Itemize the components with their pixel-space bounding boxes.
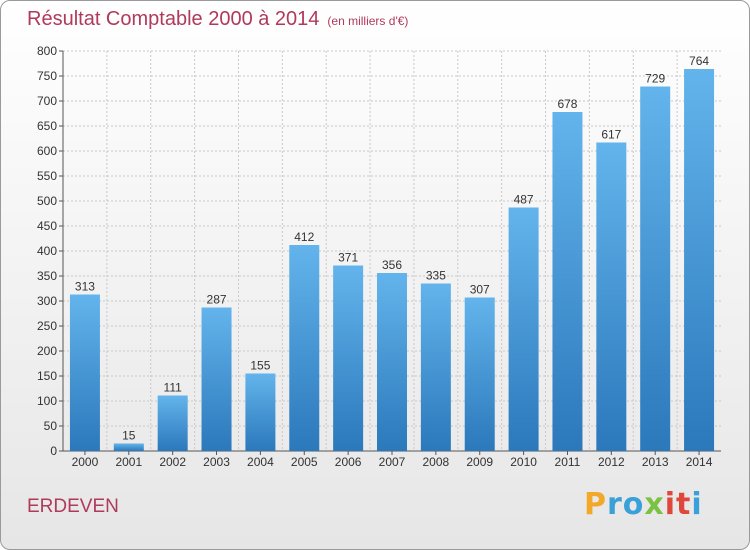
x-tick-label: 2002 xyxy=(159,455,186,469)
data-label: 287 xyxy=(207,293,227,307)
logo-letter: i xyxy=(691,487,703,522)
bar xyxy=(508,207,539,451)
x-tick-label: 2013 xyxy=(642,455,669,469)
data-label: 617 xyxy=(601,128,621,142)
data-label: 412 xyxy=(294,230,314,244)
chart-title: Résultat Comptable 2000 à 2014 (en millie… xyxy=(27,8,408,31)
data-label: 356 xyxy=(382,258,402,272)
y-tick-label: 650 xyxy=(37,119,57,133)
bars xyxy=(69,69,715,451)
data-label: 111 xyxy=(164,381,183,395)
x-tick-label: 2004 xyxy=(247,455,274,469)
y-tick-label: 800 xyxy=(37,44,57,58)
y-tick-label: 500 xyxy=(37,194,57,208)
x-tick-label: 2007 xyxy=(379,455,406,469)
bar xyxy=(69,294,100,451)
bar xyxy=(420,283,451,451)
bar xyxy=(333,265,364,451)
proxiti-logo: Proxiti xyxy=(584,487,703,522)
data-label: 371 xyxy=(338,251,358,265)
data-labels: 313 15 111 287 155 412 371 356 335 307 487 678 617 72… xyxy=(75,54,709,443)
logo-letter: x xyxy=(644,487,665,522)
data-label: 335 xyxy=(426,269,446,283)
y-tick-label: 350 xyxy=(37,269,57,283)
y-tick-label: 150 xyxy=(37,369,57,383)
x-tick-label: 2006 xyxy=(335,455,362,469)
bar xyxy=(201,307,232,451)
data-label: 487 xyxy=(514,193,534,207)
x-tick-label: 2012 xyxy=(598,455,625,469)
data-label: 155 xyxy=(250,359,270,373)
bar xyxy=(684,69,715,451)
y-tick-label: 200 xyxy=(37,344,57,358)
x-tick-label: 2000 xyxy=(72,455,99,469)
bar xyxy=(289,245,320,451)
data-label: 307 xyxy=(470,283,490,297)
y-tick-label: 100 xyxy=(37,394,57,408)
y-tick-label: 600 xyxy=(37,144,57,158)
x-tick-label: 2011 xyxy=(555,455,581,469)
y-tick-label: 250 xyxy=(37,319,57,333)
bar xyxy=(113,443,144,451)
y-tick-label: 50 xyxy=(44,419,58,433)
bar xyxy=(464,297,495,451)
bar xyxy=(552,112,583,451)
bar xyxy=(596,142,627,451)
y-tick-label: 400 xyxy=(37,244,57,258)
axes: 0 50 100 150 200 250 300 350 400 450 500 550 600 650 7… xyxy=(37,44,721,469)
x-tick-label: 2014 xyxy=(686,455,713,469)
y-tick-label: 700 xyxy=(37,94,57,108)
unit-label: (en milliers d'€) xyxy=(327,14,409,28)
data-label: 678 xyxy=(557,97,577,111)
data-label: 313 xyxy=(75,280,95,294)
logo-letter: P xyxy=(584,487,607,522)
commune-name: ERDEVEN xyxy=(27,496,119,517)
x-tick-label: 2001 xyxy=(115,455,142,469)
x-tick-label: 2010 xyxy=(510,455,537,469)
x-tick-label: 2008 xyxy=(423,455,450,469)
y-tick-label: 550 xyxy=(37,169,57,183)
y-tick-label: 450 xyxy=(37,219,57,233)
bar xyxy=(245,373,276,451)
y-tick-label: 300 xyxy=(37,294,57,308)
data-label: 729 xyxy=(645,72,665,86)
y-tick-label: 0 xyxy=(50,444,57,458)
chart-title-text: Résultat Comptable 2000 à 2014 xyxy=(27,8,320,30)
bar xyxy=(640,86,671,451)
x-tick-label: 2009 xyxy=(466,455,493,469)
bar xyxy=(377,273,407,451)
data-label: 764 xyxy=(689,54,709,68)
x-tick-label: 2003 xyxy=(203,455,230,469)
bar xyxy=(157,395,188,451)
logo-letter: it xyxy=(664,487,692,522)
data-label: 15 xyxy=(122,429,136,443)
x-tick-label: 2005 xyxy=(291,455,318,469)
y-tick-label: 750 xyxy=(37,69,57,83)
logo-letter: ro xyxy=(607,487,645,522)
